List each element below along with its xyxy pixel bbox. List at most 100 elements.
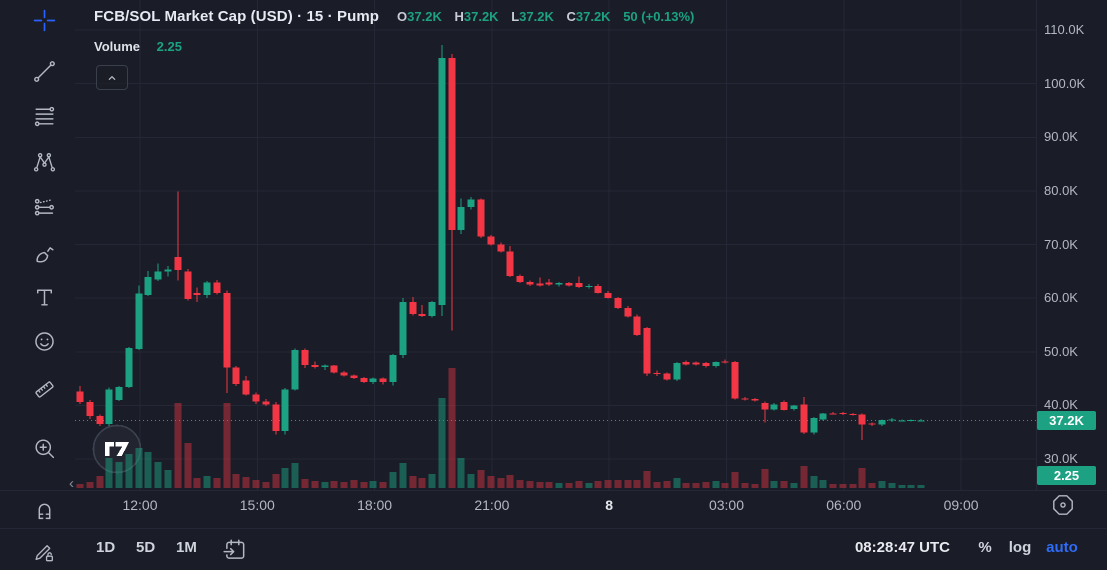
brush-tool-button[interactable] [31,240,58,267]
forecast-tool-button[interactable] [31,194,58,221]
volume-bar [585,483,593,488]
volume-bar [702,482,710,488]
candle-body [369,378,377,382]
candle-body [105,389,113,425]
low-value: 37.2K [519,9,554,24]
crosshair-tool-button[interactable] [31,7,58,34]
volume-bar [281,468,289,488]
candle-body [790,405,798,410]
volume-bar [487,476,495,488]
volume-bar [565,483,573,488]
percent-scale-button[interactable]: % [978,539,992,556]
volume-bar [467,474,475,488]
candle-body [555,283,563,285]
text-tool-button[interactable] [31,284,58,311]
candle-body [692,362,700,365]
open-value: 37.2K [407,9,442,24]
candle-body [800,404,808,433]
time-axis-label: 06:00 [826,497,862,513]
candle-body [682,361,690,365]
candle-body [144,277,152,295]
candle-body [399,301,407,355]
emoji-tool-button[interactable] [31,328,58,355]
magnet-tool-button[interactable] [31,496,58,523]
price-axis-label: 50.0K [1044,343,1078,359]
scroll-history-arrow[interactable]: ‹ [69,475,74,492]
symbol-legend[interactable]: FCB/SOL Market Cap (USD) · 15 · Pump O37… [94,8,694,25]
ruler-tool-button[interactable] [31,376,58,403]
candle-body [829,413,837,415]
range-1d-button[interactable]: 1D [96,539,116,556]
trend-line-icon [34,61,55,82]
collapse-legend-button[interactable] [96,65,128,90]
volume-bar [624,480,632,488]
trend-line-tool-button[interactable] [31,58,58,85]
last-price-badge: 37.2K [1037,410,1096,430]
candle-body [350,375,358,379]
open-label: O [397,9,408,24]
candle-body [301,350,309,366]
volume-bar [780,481,788,488]
candle-body [252,394,260,402]
volume-bar [399,463,407,488]
volume-bar [751,484,759,488]
candle-body [731,361,739,399]
volume-bar [594,481,602,488]
candle-body [448,57,456,231]
volume-bar [272,474,280,488]
volume-bar [643,471,651,488]
candle-body [585,285,593,287]
volume-layer [76,368,925,488]
candle-body [721,361,729,363]
candle-body [272,404,280,432]
auto-scale-button[interactable]: auto [1046,539,1078,556]
symbol-title[interactable]: FCB/SOL Market Cap (USD) · 15 · Pump [94,8,380,25]
price-axis-label: 110.0K [1044,22,1085,37]
drawing-toolbar [0,0,75,570]
volume-bar [135,448,143,488]
magnet-icon [38,503,51,520]
price-axis-label: 80.0K [1044,182,1078,198]
pane-settings-button[interactable] [1050,492,1076,523]
clock[interactable]: 08:28:47 UTC [854,539,950,556]
volume-bar [154,462,162,488]
candle-body [164,269,172,272]
volume-bar [741,483,749,488]
volume-bar [448,368,456,488]
candle-body [213,282,221,293]
candle-body [565,283,573,286]
candle-body [360,378,368,382]
volume-bar [340,482,348,488]
price-axis[interactable]: 110.0K 100.0K 90.0K 80.0K 70.0K 60.0K 50.0K 40.… [1036,0,1107,490]
candle-body [232,367,240,384]
fib-retracement-tool-button[interactable] [31,103,58,130]
candle-body [497,244,505,252]
price-axis-label: 90.0K [1044,129,1078,145]
time-axis-label: 12:00 [122,497,158,513]
candle-body [624,307,632,317]
volume-bar [428,474,436,488]
candle-body [526,282,534,285]
candle-body [575,283,583,287]
range-5d-button[interactable]: 5D [136,539,156,556]
zoom-in-tool-button[interactable] [31,435,58,462]
candle-body [712,361,720,367]
xabcd-pattern-tool-button[interactable] [31,148,58,175]
candle-body [604,292,612,299]
candle-body [340,372,348,376]
log-scale-button[interactable]: log [1008,539,1032,556]
candle-body [409,301,417,315]
volume-bar [849,484,857,488]
high-value: 37.2K [463,9,499,24]
range-1m-button[interactable]: 1M [176,539,197,556]
goto-date-button[interactable] [221,537,248,568]
candle-body [868,423,876,425]
candle-body [487,236,495,245]
edit-lock-icon [35,545,53,562]
volume-bar [418,478,426,488]
candle-body [663,373,671,380]
time-axis[interactable]: 12:00 15:00 18:00 21:00 8 03:00 06:00 09:00 [0,490,1107,529]
volume-legend[interactable]: Volume 2.25 [94,39,182,54]
lock-drawings-tool-button[interactable] [31,538,58,565]
